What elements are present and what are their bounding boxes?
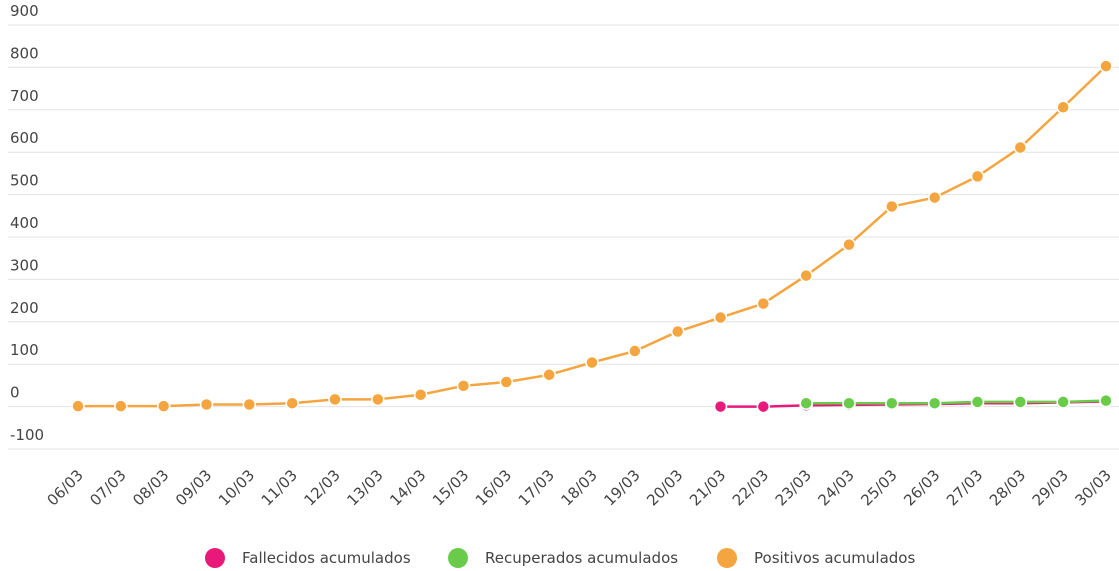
series-line <box>78 65 1107 408</box>
data-point <box>670 324 685 339</box>
x-tick-label: 13/03 <box>343 466 386 509</box>
y-tick-label: 600 <box>10 129 39 147</box>
data-point <box>585 355 599 370</box>
x-tick-label: 24/03 <box>815 466 858 509</box>
data-point <box>713 399 728 414</box>
y-tick-label: 500 <box>10 172 39 190</box>
data-point <box>970 169 985 184</box>
legend-label: Fallecidos acumulados <box>242 549 411 567</box>
data-point <box>1099 59 1113 73</box>
x-tick-label: 21/03 <box>686 466 729 509</box>
legend-marker <box>717 548 737 568</box>
x-tick-label: 29/03 <box>1029 466 1072 509</box>
data-point <box>842 237 856 252</box>
data-point <box>285 396 299 410</box>
y-tick-label: 700 <box>10 87 39 105</box>
data-point <box>413 387 428 402</box>
data-point <box>456 379 471 393</box>
data-point <box>1013 395 1028 409</box>
x-tick-label: 10/03 <box>215 466 258 509</box>
series-line <box>806 399 1107 405</box>
x-tick-label: 22/03 <box>729 466 772 509</box>
data-point <box>71 399 85 413</box>
x-tick-label: 30/03 <box>1072 466 1115 509</box>
legend-label: Positivos acumulados <box>754 549 915 567</box>
data-point <box>242 397 257 412</box>
y-tick-label: 300 <box>10 256 39 274</box>
x-tick-label: 23/03 <box>772 466 815 509</box>
x-tick-label: 09/03 <box>172 466 215 509</box>
y-tick-label: 900 <box>10 2 39 20</box>
data-point <box>199 397 214 412</box>
x-tick-label: 07/03 <box>86 466 129 509</box>
x-tick-label: 06/03 <box>44 466 87 509</box>
data-point <box>885 396 899 410</box>
data-point <box>756 296 771 311</box>
y-tick-label: 100 <box>10 341 39 359</box>
data-point <box>927 396 942 410</box>
y-tick-label: -100 <box>10 426 44 444</box>
data-point <box>799 396 813 410</box>
data-point <box>1013 140 1028 155</box>
data-point <box>927 190 942 205</box>
data-point <box>1056 395 1070 409</box>
x-tick-label: 14/03 <box>386 466 429 509</box>
x-tick-label: 20/03 <box>643 466 686 509</box>
legend-marker <box>205 548 225 568</box>
data-point <box>542 368 556 382</box>
legend-marker <box>448 548 468 568</box>
data-point <box>499 375 514 389</box>
data-point <box>156 399 171 413</box>
data-point <box>114 399 128 413</box>
x-tick-label: 17/03 <box>515 466 558 509</box>
x-tick-label: 28/03 <box>986 466 1029 509</box>
data-point <box>842 396 856 410</box>
y-tick-label: 200 <box>10 299 39 317</box>
data-point <box>1056 100 1070 115</box>
data-point <box>1099 393 1113 408</box>
x-tick-label: 16/03 <box>472 466 515 509</box>
data-point <box>756 399 771 414</box>
x-tick-label: 08/03 <box>129 466 172 509</box>
y-tick-label: 0 <box>10 384 20 402</box>
data-point <box>799 268 813 283</box>
x-tick-label: 19/03 <box>600 466 643 509</box>
legend: Fallecidos acumulados Recuperados acumula… <box>205 548 915 568</box>
x-tick-label: 25/03 <box>857 466 900 509</box>
data-point <box>713 310 728 325</box>
data-point <box>885 199 899 214</box>
data-point <box>371 392 385 407</box>
y-tick-label: 800 <box>10 44 39 62</box>
x-tick-label: 11/03 <box>258 466 301 509</box>
data-point <box>970 395 985 409</box>
legend-label: Recuperados acumulados <box>485 549 678 567</box>
x-tick-label: 27/03 <box>943 466 986 509</box>
data-point <box>328 392 342 407</box>
y-tick-label: 400 <box>10 214 39 232</box>
x-tick-label: 18/03 <box>558 466 601 509</box>
x-tick-label: 12/03 <box>301 466 344 509</box>
x-tick-label: 15/03 <box>429 466 472 509</box>
data-point <box>628 344 642 358</box>
x-tick-label: 26/03 <box>900 466 943 509</box>
